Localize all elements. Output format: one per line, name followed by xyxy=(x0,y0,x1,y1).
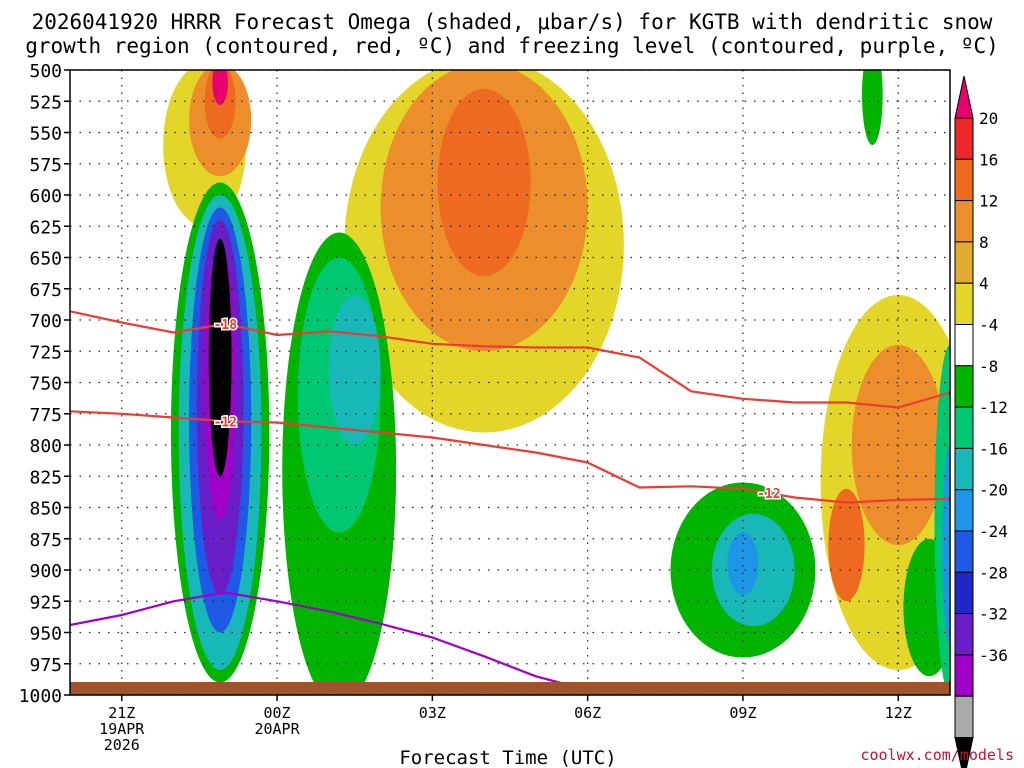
omega-region-low-subsidence-center-16 xyxy=(727,532,759,595)
colorbar-swatch-11 xyxy=(954,530,974,573)
colorbar-label-1: 16 xyxy=(979,150,998,169)
contour-lines: -18 -12 -12 xyxy=(70,310,950,692)
contour-line-0 xyxy=(70,310,950,409)
colorbar-swatch-3 xyxy=(954,200,974,243)
y-tick-label-625: 625 xyxy=(29,217,62,238)
colorbar-swatch-7 xyxy=(954,365,974,408)
contour-label-0-0: -18 xyxy=(214,318,238,333)
colorbar-label-7: -12 xyxy=(979,398,1008,417)
colorbar-label-4: 4 xyxy=(979,274,989,293)
y-tick-label-575: 575 xyxy=(29,155,62,176)
y-tick-label-975: 975 xyxy=(29,655,62,676)
colorbar-swatch-10 xyxy=(954,489,974,532)
y-tick-label-925: 925 xyxy=(29,592,62,613)
omega-region-mid-ascent-center-12 xyxy=(437,88,531,277)
chart-title-line-2: growth region (contoured, red, ºC) and f… xyxy=(25,34,999,58)
y-tick-label-1000: 1000 xyxy=(19,686,62,707)
colorbar-label-5: -4 xyxy=(979,316,998,335)
y-tick-label-775: 775 xyxy=(29,405,62,426)
x-tick-label-21Z-2: 2026 xyxy=(104,736,140,754)
y-tick-label-500: 500 xyxy=(29,61,62,82)
x-tick-label-09Z-0: 09Z xyxy=(729,704,756,722)
colorbar-swatch-13 xyxy=(954,613,974,656)
colorbar-label-9: -20 xyxy=(979,481,1008,500)
colorbar-label-2: 12 xyxy=(979,192,998,211)
omega-region-low-ascent-right-12 xyxy=(828,488,865,602)
colorbar-label-8: -16 xyxy=(979,439,1008,458)
colorbar-label-11: -28 xyxy=(979,563,1008,582)
colorbar-swatch-6 xyxy=(954,324,974,367)
y-tick-label-600: 600 xyxy=(29,186,62,207)
y-tick-label-825: 825 xyxy=(29,467,62,488)
y-tick-label-550: 550 xyxy=(29,124,62,145)
x-tick-label-06Z-0: 06Z xyxy=(574,704,601,722)
colorbar-label-3: 8 xyxy=(979,233,989,252)
colorbar-swatch-12 xyxy=(954,571,974,615)
colorbar-label-13: -36 xyxy=(979,646,1008,665)
x-tick-label-03Z-0: 03Z xyxy=(419,704,446,722)
omega-region-upper-subsidence-right xyxy=(862,70,883,145)
colorbar-label-0: 20 xyxy=(979,109,998,128)
contour-label-1-0: -12 xyxy=(214,415,237,430)
contour-line-1 xyxy=(70,410,950,504)
colorbar-label-6: -8 xyxy=(979,357,998,376)
y-tick-label-725: 725 xyxy=(29,342,62,363)
colorbar-swatch-14 xyxy=(954,654,974,697)
contour-line-2 xyxy=(70,591,588,692)
colorbar-swatch-8 xyxy=(954,406,974,449)
terrain-ground xyxy=(70,682,950,695)
colorbar-swatch-9 xyxy=(954,447,974,491)
x-axis-label: Forecast Time (UTC) xyxy=(399,747,616,768)
omega-region-edge-subsidence-right-16 xyxy=(942,445,950,645)
y-tick-label-525: 525 xyxy=(29,92,62,113)
omega-field xyxy=(163,70,950,695)
colorbar-swatch-2 xyxy=(954,158,974,202)
y-tick-label-850: 850 xyxy=(29,499,62,520)
colorbar-label-10: -24 xyxy=(979,522,1008,541)
omega-region-upper-ascent-left-20 xyxy=(212,70,228,105)
y-tick-label-900: 900 xyxy=(29,561,62,582)
colorbar-bottom-arrow xyxy=(954,737,974,768)
y-tick-label-875: 875 xyxy=(29,530,62,551)
y-tick-label-700: 700 xyxy=(29,311,62,332)
colorbar-swatch-15 xyxy=(954,695,974,739)
y-tick-label-675: 675 xyxy=(29,280,62,301)
colorbar-label-12: -32 xyxy=(979,605,1008,624)
colorbar-swatch-4 xyxy=(954,241,974,284)
axes: 500 525 550 575 600 625 650 675 700 725 750 775 800 8… xyxy=(19,61,912,754)
contour-label-1-1: -12 xyxy=(757,487,780,502)
colorbar-top-arrow xyxy=(954,75,974,119)
y-tick-label-800: 800 xyxy=(29,436,62,457)
omega-region-core-subsidence-36 xyxy=(208,238,232,477)
y-tick-label-950: 950 xyxy=(29,624,62,645)
colorbar: 20 16 12 8 4 -4 -8 -12 -16 -20 -24 -28 -32 -36 xyxy=(954,75,1008,768)
credit-link[interactable]: coolwx.com/models xyxy=(860,746,1014,764)
x-tick-label-21Z-0: 21Z xyxy=(108,704,135,722)
chart-title-line-1: 2026041920 HRRR Forecast Omega (shaded, … xyxy=(31,10,993,34)
y-tick-label-650: 650 xyxy=(29,249,62,270)
omega-region-secondary-subsidence-12 xyxy=(328,295,381,445)
x-tick-label-21Z-1: 19APR xyxy=(99,720,145,738)
colorbar-swatch-5 xyxy=(954,282,974,326)
x-tick-label-00Z-1: 20APR xyxy=(254,720,300,738)
colorbar-swatch-1 xyxy=(954,117,974,160)
x-tick-label-00Z-0: 00Z xyxy=(264,704,291,722)
y-tick-label-750: 750 xyxy=(29,374,62,395)
x-tick-label-12Z-0: 12Z xyxy=(885,704,912,722)
